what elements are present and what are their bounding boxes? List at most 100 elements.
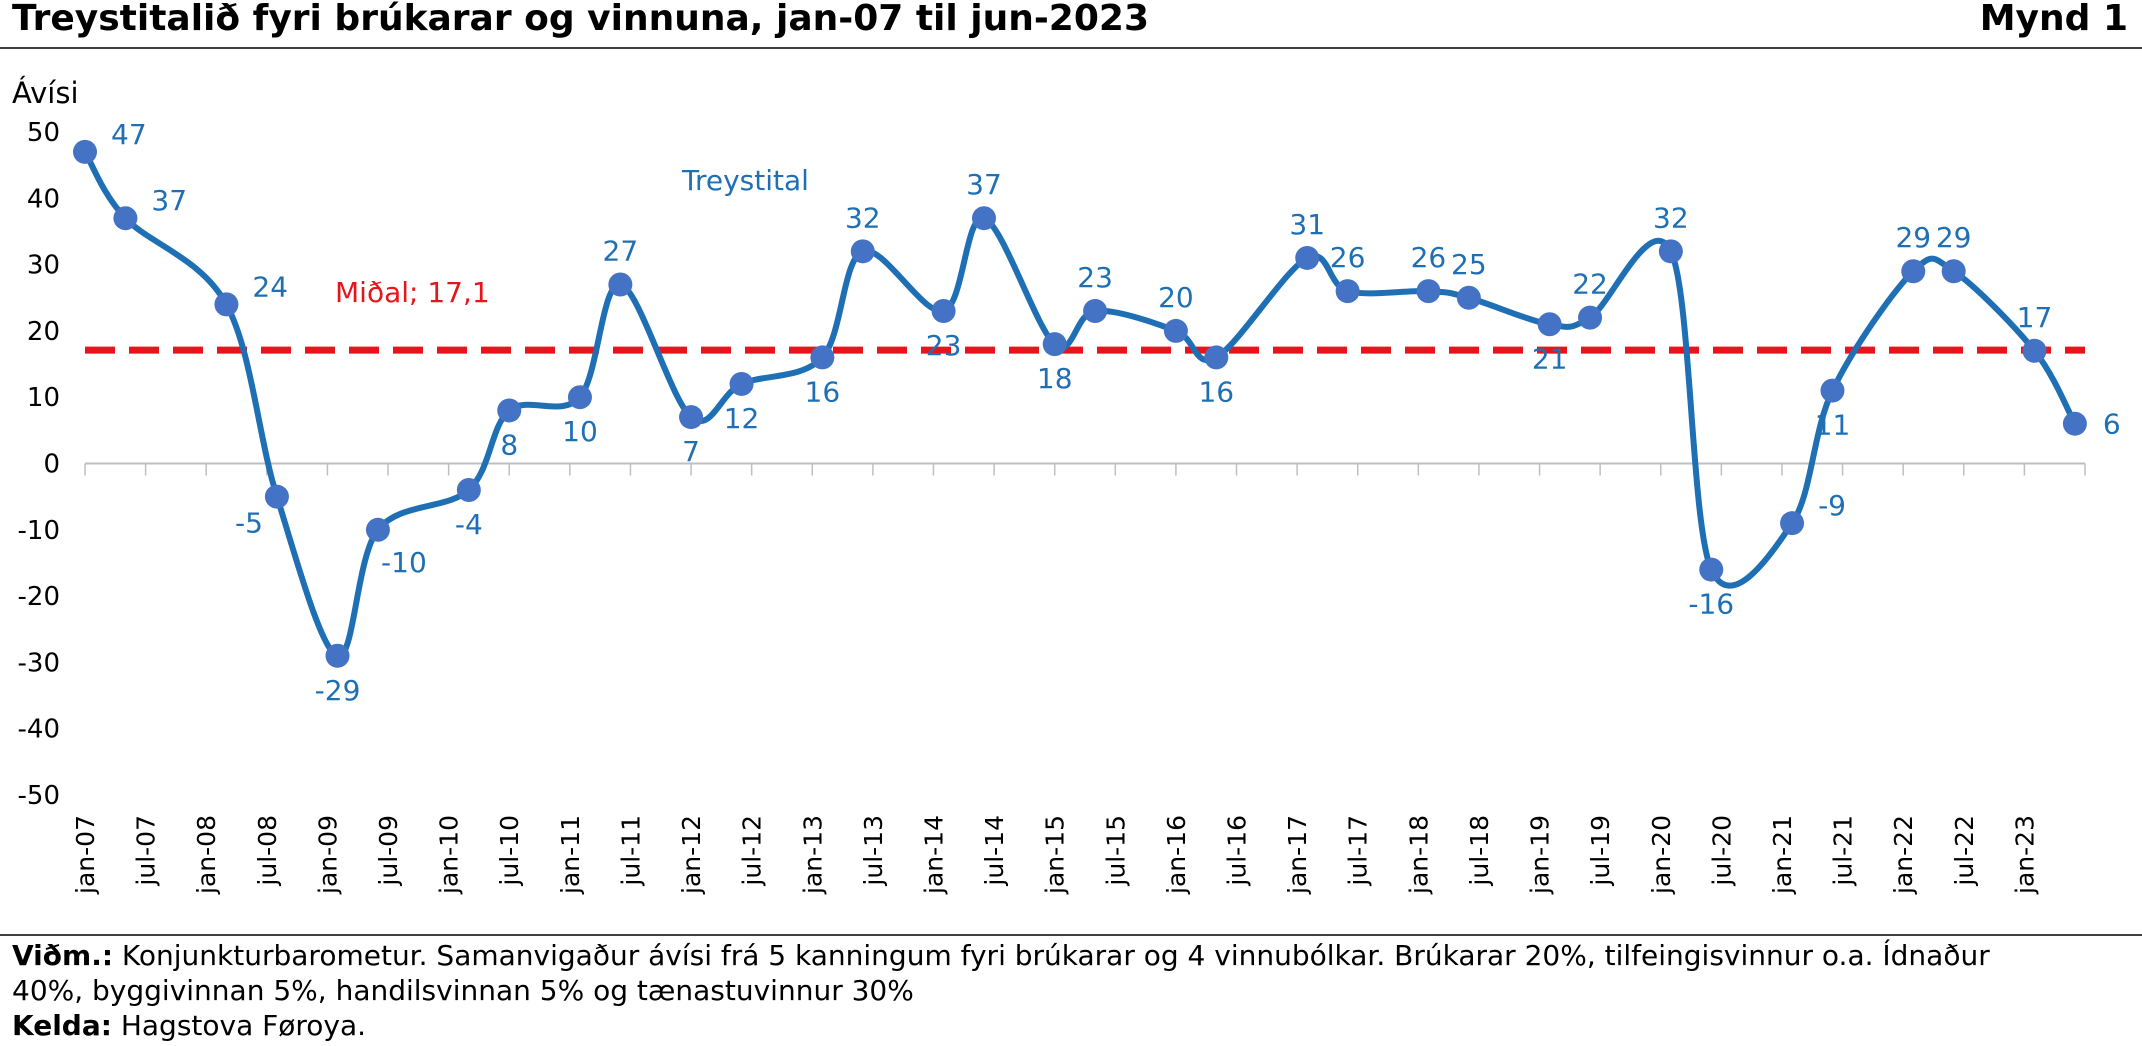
x-tick-label: jan-07 [71,815,100,895]
x-tick-label: jan-18 [1404,815,1433,895]
data-point [1295,245,1320,270]
data-point [365,517,390,542]
note-text-line-2: 40%, byggivinnan 5%, handilsvinnan 5% og… [12,974,914,1007]
data-label: 22 [1572,268,1608,301]
y-tick-label: -40 [18,715,60,745]
data-label: 11 [1815,409,1851,442]
data-point [931,299,956,324]
x-tick-label: jul-20 [1707,815,1736,887]
data-label: 18 [1037,362,1073,395]
series-label: Treystital [681,164,809,197]
data-point [325,643,350,668]
x-tick-label: jul-08 [253,815,282,887]
data-point [729,371,754,396]
data-point [1537,312,1562,337]
figure-label: Mynd 1 [1980,0,2128,39]
y-axis-label: Ávísi [12,76,79,110]
data-label: 10 [562,415,598,448]
x-tick-label: jan-23 [2010,815,2039,895]
source-text: Hagstova Føroya. [111,1009,367,1042]
data-label: 21 [1532,342,1568,375]
data-point [608,272,633,297]
data-label: 20 [1158,281,1194,314]
x-tick-label: jan-12 [677,815,706,895]
y-tick-label: 20 [27,317,60,347]
series-line [82,150,2078,659]
data-point [73,139,97,164]
source: Kelda: Hagstova Føroya. [12,1008,2122,1043]
x-tick-label: jul-14 [980,815,1009,887]
data-label: -10 [381,546,427,579]
data-point [2062,411,2087,436]
chart-title: Treystitalið fyri brúkarar og vinnuna, j… [12,0,1149,39]
x-tick-label: jan-17 [1283,815,1312,895]
data-point [1578,305,1603,330]
y-tick-label: 0 [43,450,60,480]
data-label: 26 [1330,241,1366,274]
x-tick-label: jul-19 [1586,815,1615,887]
data-label: 31 [1289,208,1325,241]
x-tick-label: jan-19 [1526,815,1555,895]
data-label: 23 [926,329,962,362]
data-label: -9 [1818,489,1846,522]
y-tick-label: 10 [27,383,60,413]
data-point [1416,279,1441,304]
data-point [971,206,996,231]
y-tick-label: 30 [27,251,60,281]
data-label: 32 [845,201,881,234]
data-point [679,405,704,430]
x-tick-label: jan-16 [1162,815,1191,895]
data-point [1941,259,1966,284]
data-point [1204,345,1229,370]
x-tick-label: jul-17 [1344,815,1373,887]
data-label: 12 [724,402,760,435]
x-tick-label: jan-10 [435,815,464,895]
data-label: 23 [1077,261,1113,294]
y-tick-label: -10 [18,516,60,546]
x-tick-label: jan-22 [1889,815,1918,895]
data-label: 26 [1411,241,1447,274]
y-tick-label: -50 [18,781,60,811]
x-tick-label: jul-11 [616,815,645,887]
data-point [1699,557,1724,582]
data-label: 7 [682,435,700,468]
y-tick-label: 50 [27,118,60,148]
data-label: 29 [1936,221,1972,254]
x-tick-label: jan-09 [313,815,342,895]
data-label: -5 [235,507,263,540]
x-tick-label: jul-09 [374,815,403,887]
note-text-line-1: Konjunkturbarometur. Samanvigaður ávísi … [113,939,1990,972]
data-point [497,398,522,423]
x-tick-label: jul-12 [738,815,767,887]
data-label: 16 [805,375,841,408]
x-tick-label: jan-08 [192,815,221,895]
x-tick-label: jul-16 [1223,815,1252,887]
data-label: 37 [966,168,1002,201]
data-label: 47 [111,118,147,151]
data-point [113,206,138,231]
data-point [456,478,481,503]
data-label: 16 [1198,375,1234,408]
data-point [1780,511,1805,536]
data-point [810,345,835,370]
x-tick-label: jul-22 [1950,815,1979,887]
data-point [1163,318,1188,343]
x-tick-label: jul-07 [132,815,161,887]
data-label: 8 [500,428,518,461]
data-point [1658,239,1683,264]
data-point [1901,259,1926,284]
note-label: Viðm.: [12,939,114,972]
x-tick-label: jan-15 [1041,815,1070,895]
data-point [850,239,875,264]
x-tick-label: jul-18 [1465,815,1494,887]
data-point [264,484,289,509]
data-point [1456,285,1481,310]
data-label: 29 [1895,221,1931,254]
data-label: 17 [2017,301,2053,334]
data-label: 32 [1653,201,1689,234]
data-point [1042,332,1067,357]
y-tick-label: -20 [18,582,60,612]
x-tick-label: jul-10 [495,815,524,887]
x-tick-label: jan-13 [798,815,827,895]
x-tick-label: jan-20 [1647,815,1676,895]
